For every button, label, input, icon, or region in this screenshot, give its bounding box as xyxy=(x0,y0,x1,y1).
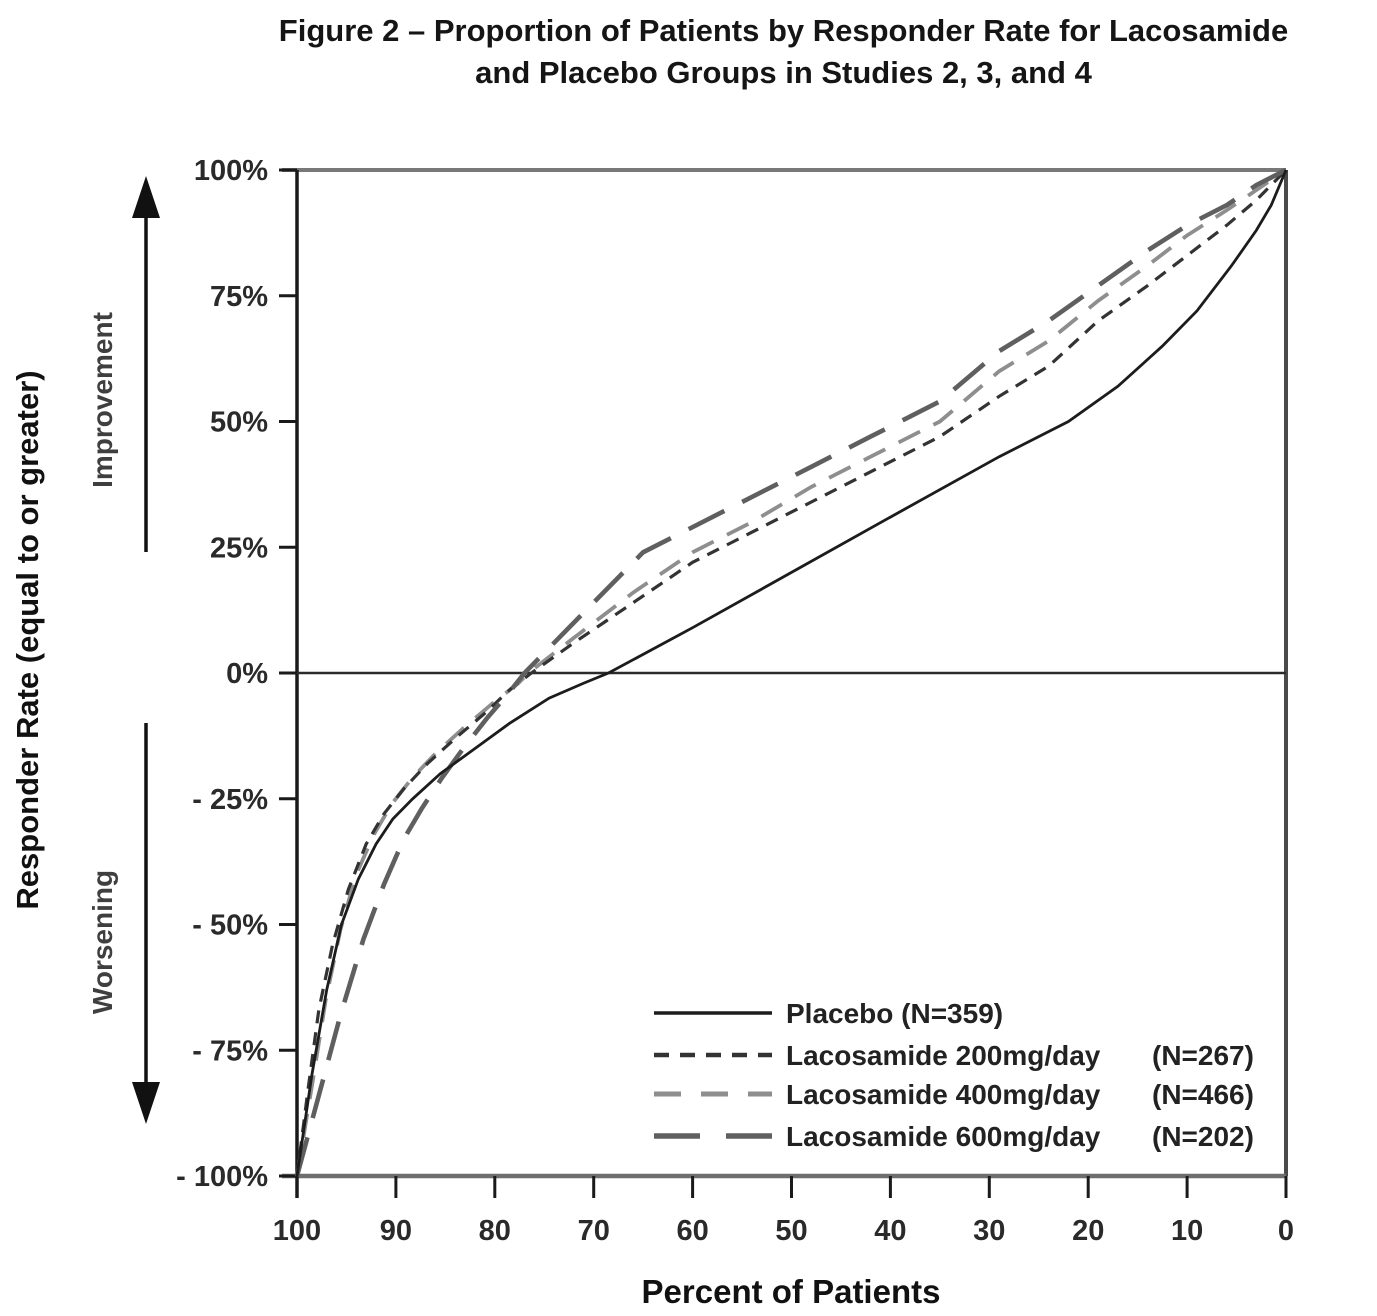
x-tick-label: 80 xyxy=(479,1215,511,1247)
legend-n-value: (N=267) xyxy=(1152,1040,1254,1071)
legend-n-value: (N=202) xyxy=(1152,1121,1254,1152)
x-tick-label: 90 xyxy=(380,1215,412,1247)
x-tick-label: 60 xyxy=(676,1215,708,1247)
y-tick-label: 100% xyxy=(194,155,268,187)
y-tick-label: - 25% xyxy=(192,784,268,816)
y-tick-label: - 50% xyxy=(192,910,268,942)
series-line-lacosamide-600mg-day xyxy=(294,167,1288,1177)
series-line-lacosamide-400mg-day xyxy=(295,168,1288,1177)
legend-label: Placebo (N=359) xyxy=(786,998,1003,1029)
y-axis-title: Responder Rate (equal to or greater) xyxy=(10,370,45,909)
x-tick-label: 70 xyxy=(578,1215,610,1247)
figure-title: Figure 2 – Proportion of Patients by Res… xyxy=(190,10,1377,94)
legend-n-value: (N=466) xyxy=(1152,1079,1254,1110)
x-tick-label: 50 xyxy=(775,1215,807,1247)
x-tick-label: 30 xyxy=(973,1215,1005,1247)
x-axis-title: Percent of Patients xyxy=(642,1273,941,1310)
down-arrow-icon xyxy=(132,1082,160,1124)
series-line-placebo xyxy=(295,169,1288,1177)
figure-title-line1: Figure 2 – Proportion of Patients by Res… xyxy=(278,13,1289,48)
x-tick-label: 20 xyxy=(1072,1215,1104,1247)
y-tick-label: 50% xyxy=(210,407,268,439)
y-tick-label: - 100% xyxy=(176,1161,268,1193)
y-tick-label: - 75% xyxy=(192,1035,268,1067)
series-line-lacosamide-200mg-day xyxy=(295,168,1288,1177)
legend-label: Lacosamide 400mg/day xyxy=(786,1079,1101,1110)
worsening-label: Worsening xyxy=(87,870,118,1014)
up-arrow-icon xyxy=(132,176,160,218)
figure-title-line2: and Placebo Groups in Studies 2, 3, and … xyxy=(475,55,1092,90)
y-tick-label: 0% xyxy=(226,658,268,690)
improvement-label: Improvement xyxy=(87,312,118,488)
x-tick-label: 100 xyxy=(273,1215,321,1247)
x-tick-label: 40 xyxy=(874,1215,906,1247)
legend-label: Lacosamide 200mg/day xyxy=(786,1040,1101,1071)
x-tick-label: 0 xyxy=(1278,1215,1294,1247)
x-tick-label: 10 xyxy=(1171,1215,1203,1247)
y-tick-label: 25% xyxy=(210,532,268,564)
y-tick-label: 75% xyxy=(210,281,268,313)
legend-label: Lacosamide 600mg/day xyxy=(786,1121,1101,1152)
